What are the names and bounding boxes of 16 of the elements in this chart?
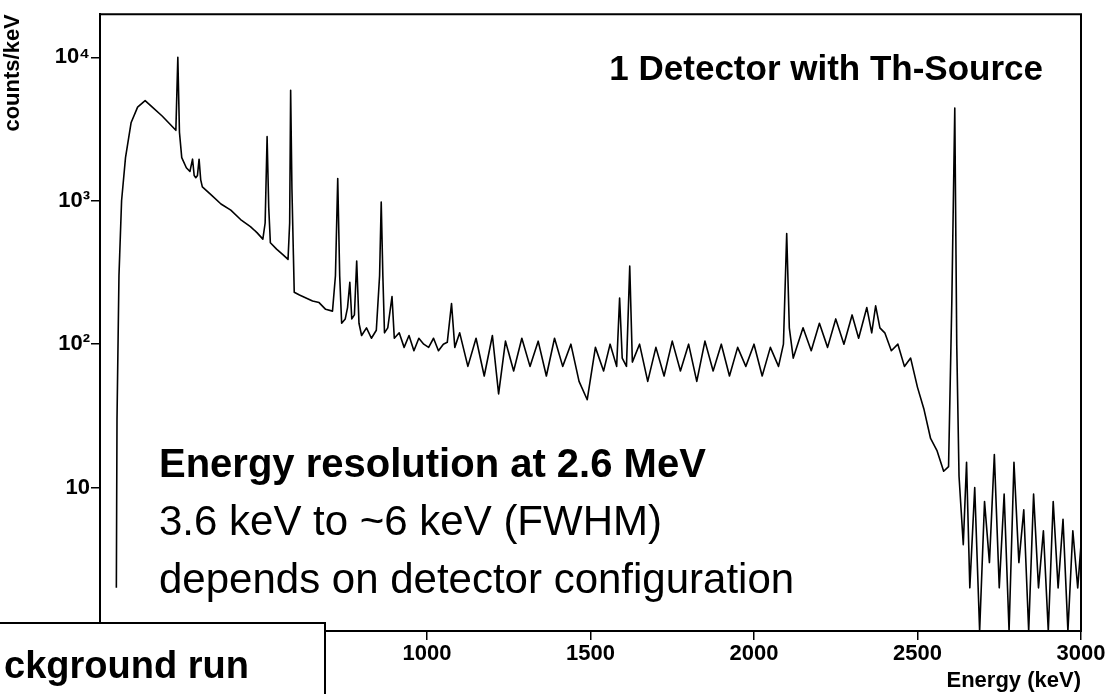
y-axis-title: counts/keV	[0, 13, 25, 132]
x-tick-label: 1000	[402, 640, 452, 666]
annotation: Energy resolution at 2.6 MeV	[159, 441, 706, 485]
y-tick-label: 10²	[58, 330, 90, 356]
y-tick-label: 10³	[58, 186, 90, 212]
x-tick-label: 1500	[566, 640, 615, 666]
x-axis-title: Energy (keV)	[946, 666, 1081, 692]
x-tick-label: 2500	[893, 640, 942, 666]
text: ckground run	[4, 644, 249, 686]
y-tick-label: 10	[65, 473, 90, 499]
x-tick-label: 3000	[1056, 640, 1106, 666]
x-tick-label: 2000	[729, 640, 779, 666]
annotation: depends on detector configuration	[159, 555, 795, 602]
y-tick-label: 10⁴	[54, 43, 90, 69]
text: 1 Detector with Th-Source	[609, 48, 1043, 88]
annotation: 3.6 keV to ~6 keV (FWHM)	[159, 497, 662, 544]
